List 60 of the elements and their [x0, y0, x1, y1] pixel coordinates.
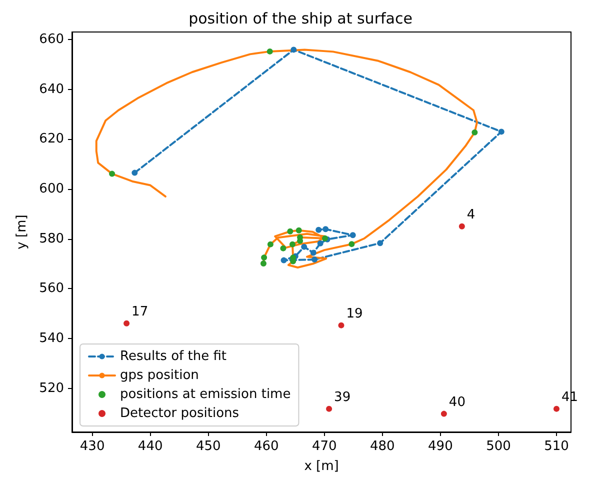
y-tick-label: 580	[39, 231, 64, 246]
point	[322, 226, 329, 232]
legend-label: Detector positions	[120, 406, 240, 421]
annotation: 17	[132, 304, 148, 320]
y-tick-label: 600	[39, 182, 64, 197]
x-tick-label: 460	[254, 439, 279, 454]
annotation: 40	[448, 394, 466, 410]
point	[124, 320, 130, 326]
y-tick-label: 520	[39, 380, 64, 396]
point	[498, 128, 504, 135]
point	[472, 129, 478, 136]
point	[132, 170, 138, 176]
legend-label: Results of the fit	[120, 349, 226, 364]
point	[289, 241, 296, 248]
point	[280, 245, 286, 252]
annotation: 4	[466, 207, 476, 222]
y-tick-label: 560	[39, 281, 64, 296]
point	[296, 227, 302, 234]
x-tick-label: 510	[544, 439, 569, 454]
y-tick-label: 660	[39, 32, 64, 47]
x-tick-label: 430	[80, 439, 105, 454]
point	[267, 241, 274, 248]
legend-label: positions at emission time	[120, 387, 291, 402]
x-tick-label: 500	[486, 439, 511, 454]
point	[260, 260, 266, 267]
point	[280, 257, 287, 264]
point	[310, 250, 316, 256]
point	[316, 226, 322, 233]
x-axis-title: x [m]	[304, 459, 339, 474]
point	[554, 406, 560, 412]
y-axis-title: y [m]	[14, 214, 30, 250]
x-tick-label: 490	[428, 439, 453, 454]
point	[266, 48, 273, 54]
point	[338, 322, 344, 328]
chart-title: position of the ship at surface	[188, 10, 412, 28]
line-series	[95, 48, 478, 269]
annotation: 39	[334, 390, 351, 405]
point	[322, 235, 328, 242]
x-tick-label: 470	[312, 439, 337, 454]
x-tick-label: 450	[196, 439, 221, 454]
point	[261, 254, 268, 261]
point	[350, 232, 356, 238]
y-tick-label: 620	[39, 132, 64, 147]
annotation: 19	[346, 306, 363, 322]
point	[301, 244, 308, 250]
point	[440, 410, 447, 417]
y-tick-label: 540	[39, 331, 64, 346]
point	[377, 240, 384, 246]
point	[109, 170, 116, 177]
point	[287, 228, 294, 234]
point	[312, 256, 318, 263]
x-tick-label: 480	[370, 439, 395, 454]
point	[348, 241, 355, 248]
legend-label: gps position	[120, 368, 199, 383]
point	[458, 223, 465, 230]
point	[326, 406, 332, 412]
x-tick-label: 440	[138, 439, 163, 454]
point	[317, 240, 324, 246]
point	[290, 46, 297, 53]
y-tick-label: 640	[39, 82, 64, 97]
